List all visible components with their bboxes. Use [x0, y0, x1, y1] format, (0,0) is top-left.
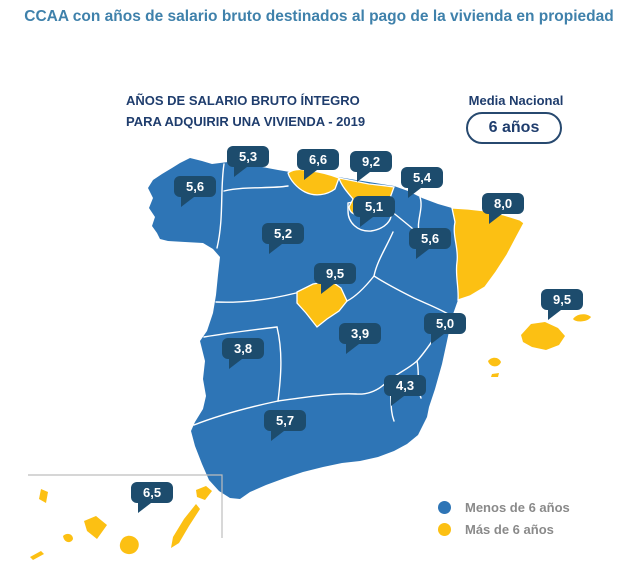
island-lanzarote: [196, 486, 212, 500]
map-baleares: [488, 314, 591, 377]
island-tenerife: [84, 516, 107, 539]
legend-label-above-average: Más de 6 años: [465, 521, 554, 537]
legend-item-above-average: Más de 6 años: [438, 518, 570, 540]
callout-valencia: 5,0: [424, 313, 467, 344]
canary-inset-frame: [28, 474, 223, 538]
region-cataluna: [451, 207, 525, 301]
callout-castilla-la-mancha: 3,9: [339, 323, 382, 354]
legend-dot-below-average: [438, 500, 451, 514]
island-el-hierro: [30, 551, 44, 560]
callout-madrid: 9,5: [314, 263, 357, 294]
callout-navarra: 5,4: [401, 167, 444, 198]
legend: Menos de 6 años Más de 6 años: [438, 496, 570, 540]
callout-galicia: 5,6: [174, 176, 217, 207]
callout-la-rioja: 5,1: [353, 196, 396, 227]
callout-baleares: 9,5: [541, 289, 584, 320]
island-menorca: [573, 314, 591, 322]
legend-dot-above-average: [438, 522, 451, 536]
island-la-gomera: [63, 533, 73, 543]
national-average-badge: 6 años: [466, 112, 562, 144]
callout-pais-vasco: 9,2: [350, 151, 393, 182]
map-subtitle: AÑOS DE SALARIO BRUTO ÍNTEGRO PARA ADQUI…: [126, 90, 386, 132]
page-title: CCAA con años de salario bruto destinado…: [24, 8, 614, 25]
callout-asturias: 5,3: [227, 146, 270, 177]
callout-andalucia: 5,7: [264, 410, 307, 441]
legend-item-below-average: Menos de 6 años: [438, 496, 570, 518]
callout-aragon: 5,6: [409, 228, 452, 259]
callout-extremadura: 3,8: [222, 338, 265, 369]
subtitle-line-2: PARA ADQUIRIR UNA VIVIENDA - 2019: [126, 114, 366, 129]
callout-murcia: 4,3: [384, 375, 427, 406]
map-above-average-regions: [287, 168, 525, 328]
island-la-palma: [39, 489, 48, 503]
callout-cataluna: 8,0: [482, 193, 525, 224]
callout-castilla-y-leon: 5,2: [262, 223, 305, 254]
island-fuerteventura: [171, 504, 200, 548]
callout-cantabria: 6,6: [297, 149, 340, 180]
map-canarias: [30, 486, 212, 560]
island-gran-canaria: [119, 535, 139, 555]
national-average-label: Media Nacional: [468, 93, 564, 108]
island-mallorca: [521, 322, 565, 350]
island-formentera: [491, 373, 499, 377]
island-ibiza: [488, 357, 501, 367]
callout-canarias: 6,5: [131, 482, 174, 513]
legend-label-below-average: Menos de 6 años: [465, 499, 570, 515]
subtitle-line-1: AÑOS DE SALARIO BRUTO ÍNTEGRO: [126, 93, 360, 108]
